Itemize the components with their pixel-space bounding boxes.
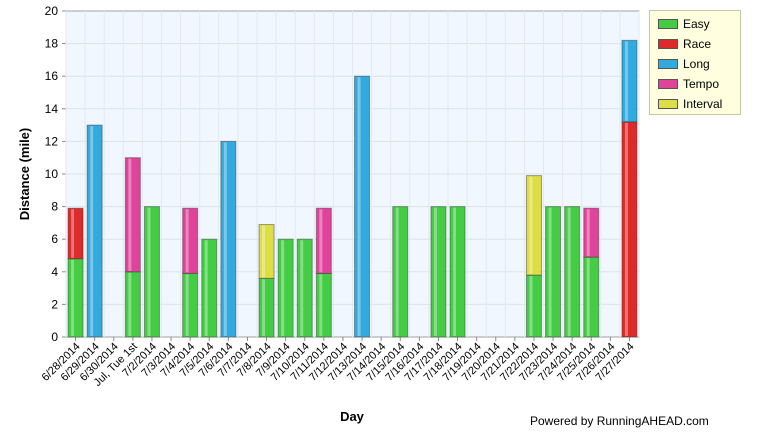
bar-easy-highlight <box>71 259 75 336</box>
bar-easy-highlight <box>300 240 304 336</box>
bar-easy <box>201 238 218 338</box>
y-tick-label: 4 <box>51 265 58 279</box>
legend-label-long: Long <box>683 57 710 71</box>
legend-swatch-long <box>658 59 678 69</box>
y-tick-label: 16 <box>45 69 59 83</box>
legend-swatch-tempo <box>658 79 678 89</box>
legend-label-tempo: Tempo <box>683 77 720 91</box>
bar-easy <box>258 277 275 338</box>
bar-easy-highlight <box>395 207 399 336</box>
bar-easy <box>564 206 581 338</box>
y-tick-label: 20 <box>45 4 59 18</box>
legend-item-long: Long <box>658 57 710 71</box>
bar-easy-highlight <box>204 240 208 336</box>
bar-interval-highlight <box>529 176 533 275</box>
legend-swatch-race <box>658 39 678 49</box>
y-tick-label: 10 <box>45 167 59 181</box>
bar-easy <box>143 206 160 338</box>
bar-long <box>354 75 371 338</box>
legend-item-tempo: Tempo <box>658 77 719 91</box>
bar-easy-highlight <box>147 207 151 336</box>
legend-swatch-interval <box>658 99 678 109</box>
y-tick-label: 8 <box>51 200 58 214</box>
bar-easy <box>296 238 313 338</box>
bar-race <box>621 121 638 338</box>
y-tick-label: 12 <box>45 134 59 148</box>
bar-easy-highlight <box>281 240 285 336</box>
bar-long <box>621 39 638 123</box>
bar-tempo <box>124 157 141 273</box>
bar-interval-highlight <box>262 225 266 278</box>
bar-easy <box>392 206 409 338</box>
bar-interval <box>525 175 542 276</box>
legend-item-interval: Interval <box>658 97 722 111</box>
bar-long <box>86 124 103 338</box>
bar-interval <box>258 224 275 279</box>
bar-easy <box>67 258 84 338</box>
bar-easy-highlight <box>567 207 571 336</box>
bar-easy <box>583 256 600 338</box>
bar-tempo <box>583 207 600 258</box>
bar-long-highlight <box>223 142 227 336</box>
powered-by-link[interactable]: Powered by RunningAHEAD.com <box>530 414 709 428</box>
y-tick-labels: 0 2 4 6 8 10 12 14 16 18 20 <box>45 4 59 344</box>
legend-label-race: Race <box>683 37 712 51</box>
bar-easy-highlight <box>319 274 323 336</box>
bar-easy <box>449 206 466 338</box>
y-tick-label: 2 <box>51 297 58 311</box>
bar-race-highlight <box>71 209 75 258</box>
bar-tempo <box>182 207 199 274</box>
x-axis-label: Day <box>340 409 365 424</box>
bar-tempo-highlight <box>586 209 590 257</box>
bar-tempo-highlight <box>319 209 323 273</box>
bar-race <box>67 207 84 260</box>
y-tick-label: 6 <box>51 232 58 246</box>
legend: Easy Race Long Tempo Interval <box>649 10 741 115</box>
grid <box>62 10 640 341</box>
bar-tempo <box>315 207 332 274</box>
bar-easy-highlight <box>529 276 533 336</box>
bars <box>67 39 638 338</box>
bar-easy <box>182 272 199 338</box>
y-tick-label: 0 <box>51 330 58 344</box>
bar-easy <box>124 271 141 338</box>
y-tick-label: 14 <box>45 102 59 116</box>
legend-item-easy: Easy <box>658 17 710 31</box>
bar-easy-highlight <box>586 258 590 336</box>
legend-item-race: Race <box>658 37 711 51</box>
bar-tempo-highlight <box>185 209 189 273</box>
bar-easy-highlight <box>128 272 132 336</box>
bar-easy-highlight <box>262 279 266 336</box>
bar-tempo-highlight <box>128 158 132 271</box>
bar-long-highlight <box>90 126 94 336</box>
bar-long-highlight <box>357 77 361 336</box>
bar-easy <box>277 238 294 338</box>
bar-easy <box>545 206 562 338</box>
bar-easy <box>430 206 447 338</box>
bar-long <box>220 140 237 338</box>
legend-label-interval: Interval <box>683 97 723 111</box>
bar-easy-highlight <box>185 274 189 336</box>
bar-easy-highlight <box>433 207 437 336</box>
bar-race-highlight <box>624 122 628 336</box>
bar-long-highlight <box>624 41 628 121</box>
bar-easy-highlight <box>453 207 457 336</box>
y-axis-label: Distance (mile) <box>17 128 32 220</box>
bar-easy <box>525 274 542 338</box>
legend-label-easy: Easy <box>683 17 710 31</box>
bar-easy <box>315 272 332 338</box>
y-tick-label: 18 <box>45 37 59 51</box>
legend-swatch-easy <box>658 19 678 29</box>
bar-easy-highlight <box>548 207 552 336</box>
